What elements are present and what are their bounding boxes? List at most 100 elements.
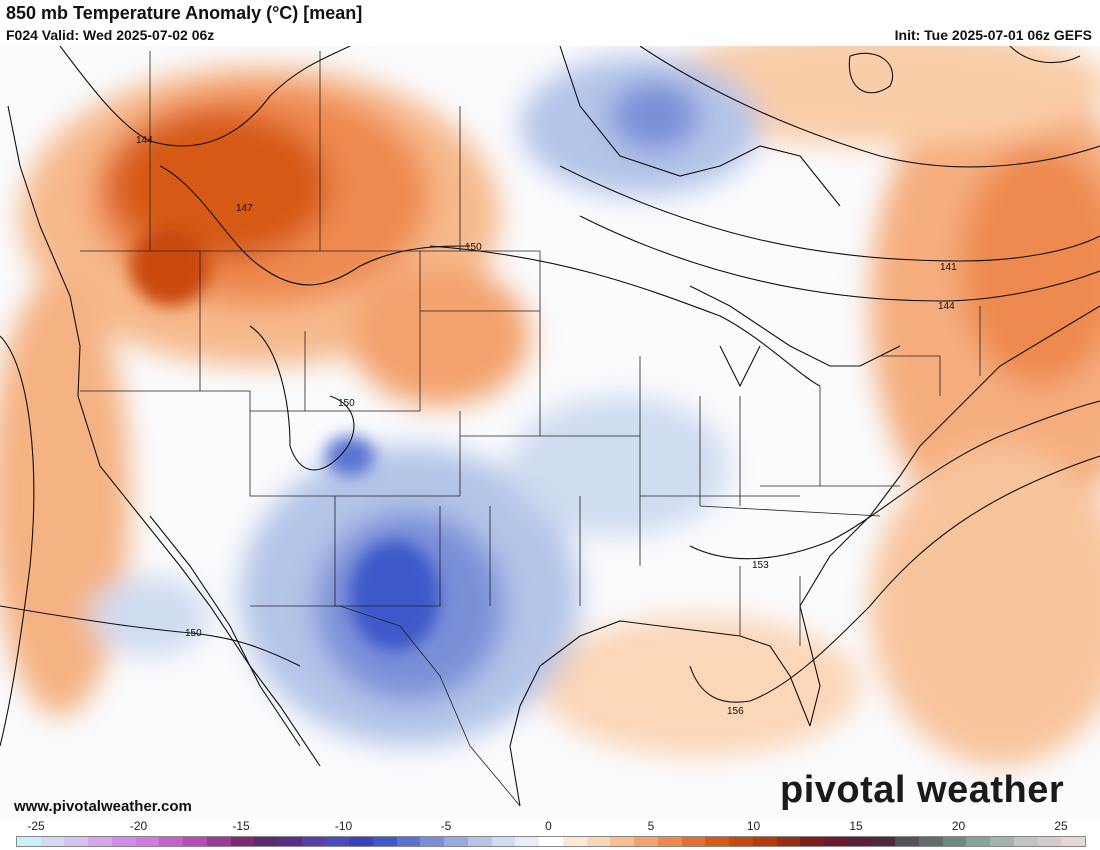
cold-anomaly-newmexico-max bbox=[350, 541, 440, 651]
colorbar-tick-label: 20 bbox=[951, 819, 966, 833]
warm-anomaly-pacific bbox=[0, 276, 130, 716]
colorbar-swatch bbox=[990, 837, 1014, 846]
contour-pacific-curve bbox=[0, 335, 35, 747]
mexico-east-coast bbox=[509, 665, 541, 807]
colorbar-swatch bbox=[847, 837, 872, 846]
colorbar-tick-label: -15 bbox=[232, 819, 250, 833]
contour-label: 141 bbox=[940, 262, 957, 273]
warm-anomaly-northcanada bbox=[650, 46, 1100, 146]
contour-label: 153 bbox=[752, 560, 769, 571]
colorbar-tick-label: -25 bbox=[27, 819, 45, 833]
colorbar-swatch bbox=[705, 837, 730, 846]
contour-141-north bbox=[639, 46, 1100, 168]
colorbar-swatch bbox=[729, 837, 753, 846]
contour-144-west bbox=[59, 46, 351, 147]
colorbar-swatch bbox=[823, 837, 848, 846]
colorbar-tick-labels: -25 -20 -15 -10 -5 0 5 10 15 20 25 bbox=[0, 819, 1100, 833]
brand-logo: pivotal weather bbox=[780, 769, 1065, 811]
contour-label: 147 bbox=[236, 203, 253, 214]
cold-anomaly-baja bbox=[90, 576, 210, 656]
colorbar-tick-label: 15 bbox=[849, 819, 863, 833]
colorbar-swatch bbox=[491, 837, 516, 846]
colorbar-swatch bbox=[183, 837, 207, 846]
warm-anomaly-plains bbox=[350, 266, 530, 406]
colorbar-tick-label: -10 bbox=[334, 819, 353, 833]
colorbar-swatch bbox=[871, 837, 896, 846]
colorbar-swatch bbox=[515, 837, 540, 846]
gulf-coast bbox=[539, 620, 811, 727]
warm-anomaly-atlantic bbox=[870, 446, 1100, 766]
colorbar-swatch bbox=[1061, 837, 1086, 846]
contour-label: 150 bbox=[465, 242, 482, 253]
colorbar-swatch bbox=[586, 837, 611, 846]
warm-anomaly-idaho bbox=[130, 226, 210, 306]
colorbar-swatch bbox=[610, 837, 635, 846]
contour-153 bbox=[689, 400, 1100, 560]
colorbar-swatch bbox=[681, 837, 706, 846]
colorbar-swatch bbox=[301, 837, 326, 846]
colorbar bbox=[16, 836, 1086, 847]
contour-150-north bbox=[429, 245, 821, 387]
contour-150-rockies bbox=[249, 325, 355, 471]
colorbar-swatch bbox=[206, 837, 231, 846]
colorbar-swatch bbox=[800, 837, 824, 846]
colorbar-swatch bbox=[1013, 837, 1038, 846]
colorbar-swatch bbox=[467, 837, 492, 846]
geography-lines bbox=[7, 46, 1100, 807]
contour-label: 150 bbox=[338, 398, 355, 409]
contour-label: 144 bbox=[938, 301, 955, 312]
contour-144-east bbox=[579, 215, 1100, 302]
colorbar-swatch bbox=[135, 837, 160, 846]
colorbar-swatch bbox=[539, 837, 563, 846]
colorbar-swatch bbox=[776, 837, 801, 846]
colorbar-swatch bbox=[634, 837, 658, 846]
baja-peninsula bbox=[149, 515, 301, 747]
contour-label: 144 bbox=[136, 135, 153, 146]
contour-canada-loop-2 bbox=[1009, 46, 1081, 64]
colorbar-swatch bbox=[159, 837, 184, 846]
colorbar-swatch bbox=[562, 837, 587, 846]
colorbar-tick-label: 0 bbox=[545, 819, 552, 833]
cold-anomaly-colorado bbox=[325, 436, 375, 476]
colorbar-swatch bbox=[17, 837, 41, 846]
colorbar-swatch bbox=[254, 837, 279, 846]
colorbar-tick-label: 10 bbox=[746, 819, 761, 833]
state-borders bbox=[80, 51, 981, 807]
colorbar-tick-label: 25 bbox=[1054, 819, 1068, 833]
map-canvas: 144 147 150 150 150 141 144 153 156 bbox=[0, 46, 1100, 807]
colorbar-swatch bbox=[942, 837, 967, 846]
contour-canada-loop bbox=[848, 52, 894, 94]
colorbar-swatch bbox=[444, 837, 468, 846]
colorbar-swatch bbox=[278, 837, 302, 846]
colorbar-swatch bbox=[752, 837, 777, 846]
init-time: Init: Tue 2025-07-01 06z GEFS bbox=[894, 27, 1092, 43]
colorbar-swatch bbox=[40, 837, 65, 846]
valid-time: F024 Valid: Wed 2025-07-02 06z bbox=[6, 27, 215, 43]
colorbar-swatch bbox=[373, 837, 397, 846]
header: 850 mb Temperature Anomaly (°C) [mean] F… bbox=[0, 0, 1100, 46]
colorbar-swatch bbox=[111, 837, 136, 846]
contour-147 bbox=[159, 165, 471, 286]
colorbar-swatch bbox=[1037, 837, 1062, 846]
contour-156 bbox=[689, 455, 1100, 703]
contour-labels: 144 147 150 150 150 141 144 153 156 bbox=[136, 135, 957, 717]
colorbar-swatch bbox=[349, 837, 374, 846]
florida-east bbox=[799, 305, 1100, 727]
cold-anomaly-hudson-core bbox=[610, 81, 700, 151]
colorbar-swatch bbox=[230, 837, 255, 846]
contour-label: 156 bbox=[727, 706, 744, 717]
colorbar-swatch bbox=[396, 837, 421, 846]
colorbar-tick-label: -20 bbox=[129, 819, 148, 833]
colorbar-tick-label: 5 bbox=[647, 819, 655, 833]
warm-anomaly-rockies-core bbox=[110, 111, 330, 261]
colorbar-swatch bbox=[420, 837, 445, 846]
map-title: 850 mb Temperature Anomaly (°C) [mean] bbox=[6, 3, 363, 23]
great-lakes bbox=[689, 285, 901, 388]
hudson-bay bbox=[559, 46, 841, 207]
colorbar-swatch bbox=[657, 837, 682, 846]
height-contours bbox=[0, 46, 1100, 747]
contour-150-pacific bbox=[0, 605, 301, 667]
anomaly-map: 144 147 150 150 150 141 144 153 156 bbox=[0, 46, 1100, 818]
colorbar-swatch bbox=[895, 837, 919, 846]
colorbar-swatch bbox=[918, 837, 943, 846]
